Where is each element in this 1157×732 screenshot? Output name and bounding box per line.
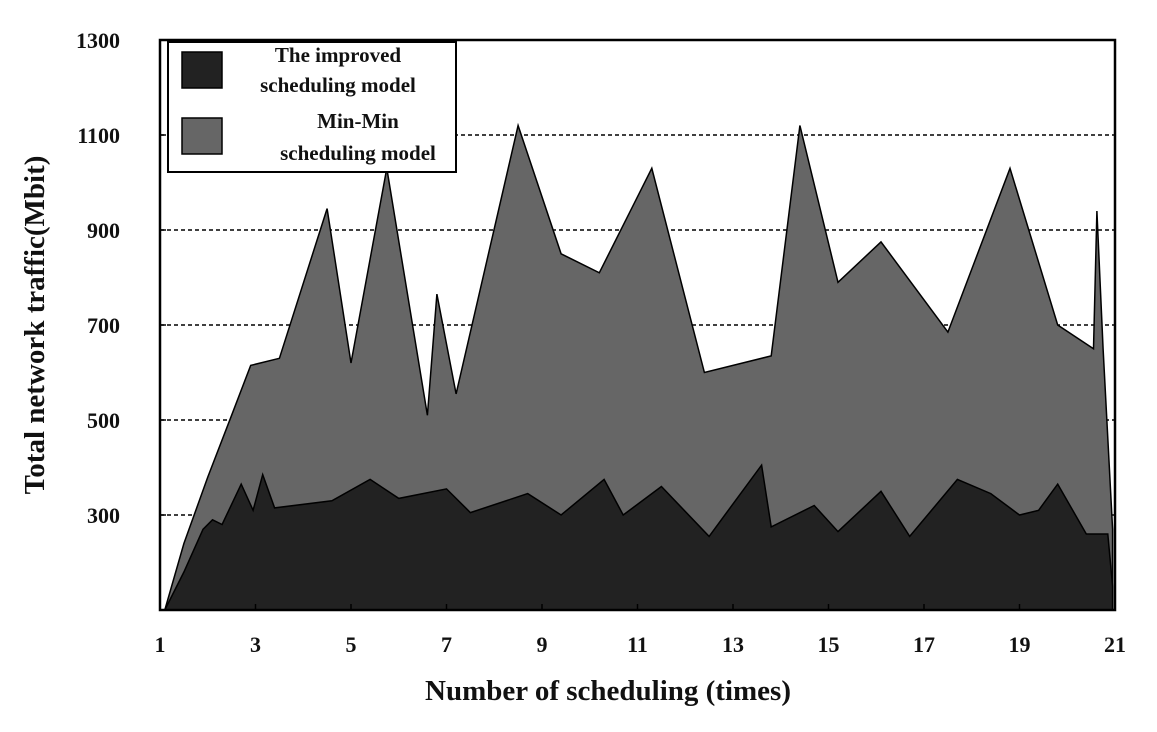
legend-swatch-improved [181, 51, 223, 89]
x-tick-label-15: 15 [818, 632, 840, 657]
y-tick-label-500: 500 [87, 408, 120, 433]
y-axis-ticks: 300 500 700 900 1100 1300 [76, 28, 166, 528]
x-tick-label-5: 5 [346, 632, 357, 657]
y-tick-label-1300: 1300 [76, 28, 120, 53]
x-tick-label-7: 7 [441, 632, 452, 657]
area-series [164, 122, 1114, 611]
y-tick-label-300: 300 [87, 503, 120, 528]
x-tick-label-11: 11 [627, 632, 648, 657]
x-tick-label-17: 17 [913, 632, 935, 657]
area-series-improved [164, 463, 1114, 611]
x-tick-label-13: 13 [722, 632, 744, 657]
area-series-min-min [164, 122, 1114, 611]
legend: The improved scheduling model Min-Min sc… [167, 41, 457, 173]
x-axis-ticks: 1 3 5 7 9 11 13 15 17 19 21 [155, 604, 1126, 657]
legend-label-minmin-line2: scheduling model [280, 141, 436, 165]
y-axis-title: Total network traffic(Mbit) [19, 156, 51, 495]
x-tick-label-21: 21 [1104, 632, 1126, 657]
x-tick-label-3: 3 [250, 632, 261, 657]
y-tick-label-1100: 1100 [77, 123, 120, 148]
x-tick-label-19: 19 [1009, 632, 1031, 657]
y-tick-label-900: 900 [87, 218, 120, 243]
legend-swatch-minmin [181, 117, 223, 155]
x-tick-label-1: 1 [155, 632, 166, 657]
y-tick-label-700: 700 [87, 313, 120, 338]
x-tick-label-9: 9 [537, 632, 548, 657]
legend-label-minmin-line1: Min-Min [317, 109, 399, 133]
x-axis-title: Number of scheduling (times) [425, 675, 791, 707]
legend-label-improved-line1: The improved [275, 43, 402, 67]
legend-label-improved-line2: scheduling model [260, 73, 416, 97]
